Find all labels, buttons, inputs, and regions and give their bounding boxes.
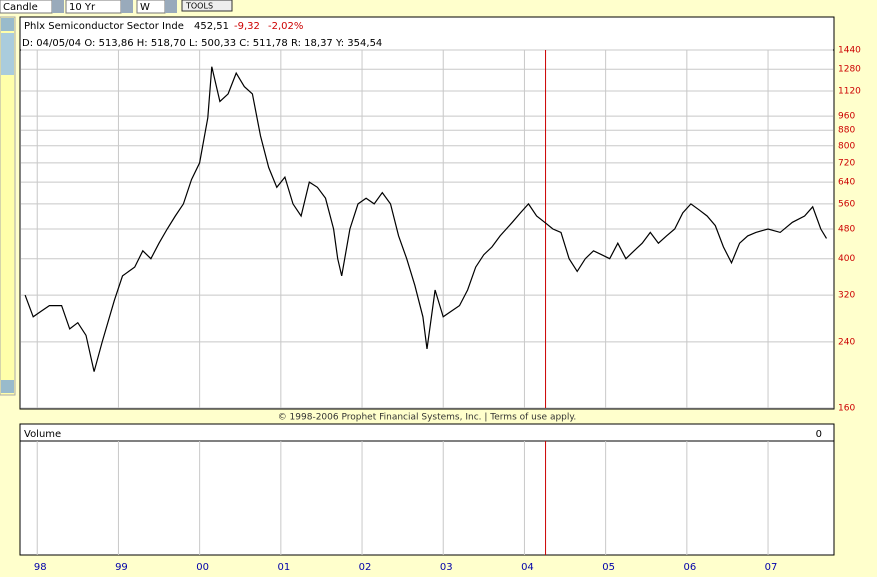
scroll-track[interactable] <box>0 16 16 396</box>
x-tick-label: 02 <box>359 562 372 573</box>
x-tick-label: 01 <box>277 562 290 573</box>
dropdown-btn[interactable] <box>52 0 64 13</box>
period-label: 10 Yr <box>69 2 96 13</box>
x-tick-label: 99 <box>115 562 128 573</box>
style-label: Candle <box>3 2 38 13</box>
y-tick-label: 960 <box>838 112 855 122</box>
scroll-thumb[interactable] <box>1 33 14 75</box>
y-tick-label: 880 <box>838 126 855 136</box>
price-line <box>24 66 828 372</box>
price-panel <box>19 16 835 410</box>
y-tick-label: 240 <box>838 337 855 347</box>
x-tick-label: 06 <box>683 562 696 573</box>
change-pct: -2,02% <box>268 21 303 32</box>
y-tick-label: 320 <box>838 291 855 301</box>
chart-title: Phlx Semiconductor Sector Inde <box>24 21 184 32</box>
dropdown-btn[interactable] <box>165 0 177 13</box>
y-tick-label: 400 <box>838 254 855 264</box>
y-tick-label: 480 <box>838 225 855 235</box>
y-tick-label: 800 <box>838 141 855 151</box>
x-tick-label: 07 <box>765 562 778 573</box>
x-tick-label: 04 <box>521 562 534 573</box>
scroll-up[interactable] <box>1 18 14 31</box>
interval-label: W <box>140 2 150 13</box>
copyright: © 1998-2006 Prophet Financial Systems, I… <box>278 413 577 423</box>
change: -9,32 <box>234 21 260 32</box>
y-tick-label: 1120 <box>838 86 861 96</box>
volume-value: 0 <box>816 429 822 440</box>
last-price: 452,51 <box>194 21 229 32</box>
x-tick-label: 00 <box>196 562 209 573</box>
y-tick-label: 560 <box>838 199 855 209</box>
y-tick-label: 720 <box>838 158 855 168</box>
y-tick-label: 1440 <box>838 46 861 56</box>
tools-label: TOOLS <box>185 2 213 11</box>
volume-label: Volume <box>24 429 61 440</box>
y-tick-label: 1280 <box>838 65 861 75</box>
volume-panel <box>19 423 835 556</box>
tools-button[interactable] <box>181 0 233 12</box>
y-tick-label: 640 <box>838 178 855 188</box>
x-tick-label: 98 <box>34 562 47 573</box>
toolbar: Candle 10 Yr W TOOLS <box>0 0 233 14</box>
x-tick-label: 05 <box>602 562 615 573</box>
dropdown-btn[interactable] <box>121 0 133 13</box>
bar-info: D: 04/05/04 O: 513,86 H: 518,70 L: 500,3… <box>22 38 382 49</box>
scroll-down[interactable] <box>1 380 14 393</box>
y-tick-label: 160 <box>838 404 855 414</box>
x-tick-label: 03 <box>440 562 453 573</box>
scrollbar <box>0 16 16 396</box>
